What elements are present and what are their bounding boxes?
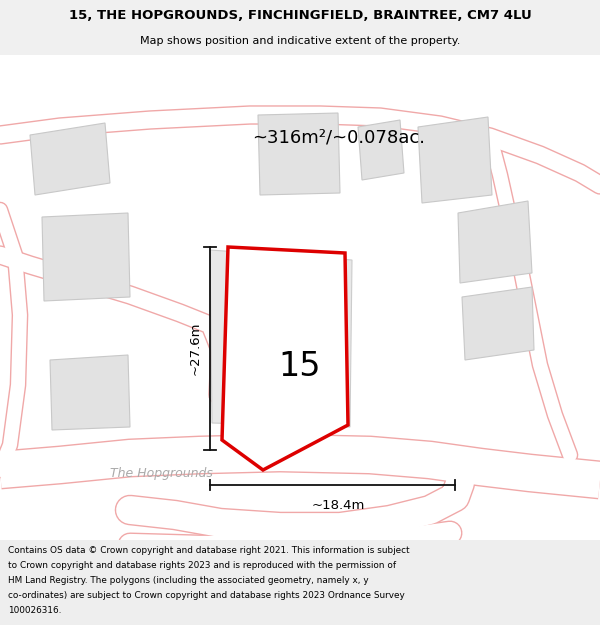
Text: 100026316.: 100026316. [8,606,61,616]
Text: HM Land Registry. The polygons (including the associated geometry, namely x, y: HM Land Registry. The polygons (includin… [8,576,368,585]
Polygon shape [258,113,340,195]
Text: ~27.6m: ~27.6m [188,322,202,375]
Polygon shape [358,120,404,180]
Text: The Hopgrounds: The Hopgrounds [110,466,213,479]
Polygon shape [30,123,110,195]
Polygon shape [210,250,352,427]
Polygon shape [462,287,534,360]
Polygon shape [418,117,492,203]
Polygon shape [50,355,130,430]
Text: to Crown copyright and database rights 2023 and is reproduced with the permissio: to Crown copyright and database rights 2… [8,561,396,570]
Text: 15: 15 [278,351,320,384]
Polygon shape [42,213,130,301]
Text: ~18.4m: ~18.4m [312,499,365,512]
Polygon shape [458,201,532,283]
Text: Contains OS data © Crown copyright and database right 2021. This information is : Contains OS data © Crown copyright and d… [8,546,409,555]
Text: Map shows position and indicative extent of the property.: Map shows position and indicative extent… [140,36,460,46]
Polygon shape [222,247,348,470]
Text: 15, THE HOPGROUNDS, FINCHINGFIELD, BRAINTREE, CM7 4LU: 15, THE HOPGROUNDS, FINCHINGFIELD, BRAIN… [68,9,532,22]
Text: co-ordinates) are subject to Crown copyright and database rights 2023 Ordnance S: co-ordinates) are subject to Crown copyr… [8,591,404,601]
Text: ~316m²/~0.078ac.: ~316m²/~0.078ac. [252,129,425,146]
